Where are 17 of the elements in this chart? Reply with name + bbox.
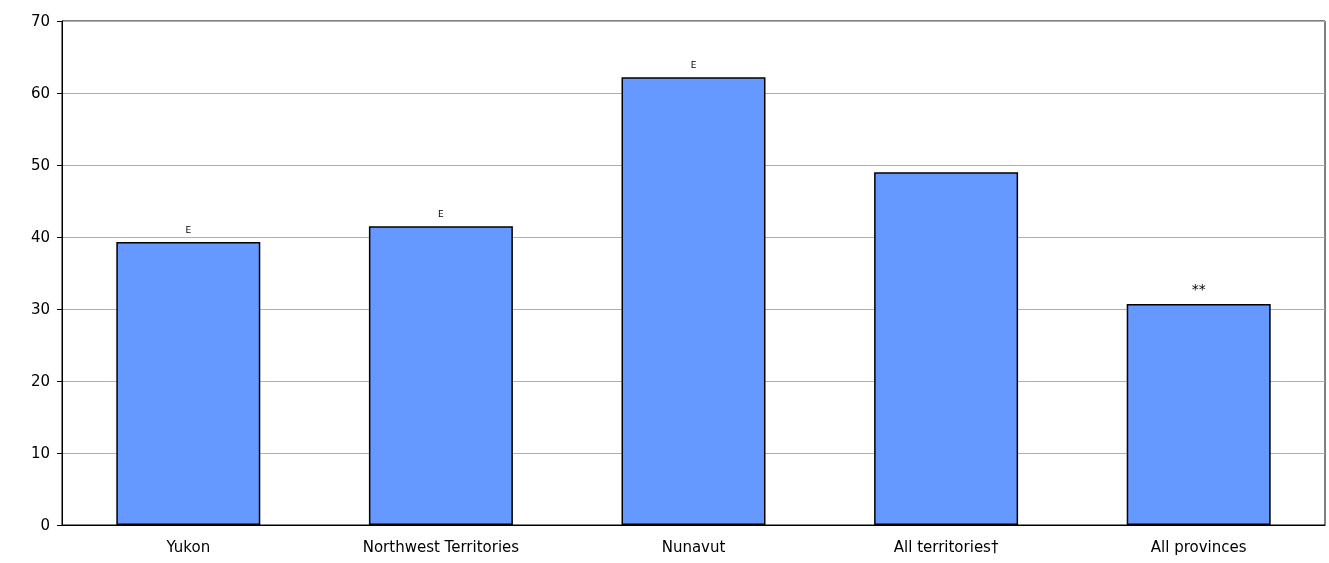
data-label: E xyxy=(690,59,697,70)
x-tick-label: Yukon xyxy=(165,537,211,556)
y-tick-label: 50 xyxy=(30,156,50,174)
x-tick-label: All provinces xyxy=(1150,537,1247,556)
y-tick-label: 20 xyxy=(30,372,50,390)
y-tick-label: 70 xyxy=(30,12,50,30)
y-tick-label: 30 xyxy=(30,300,50,318)
y-tick-label: 10 xyxy=(30,444,50,462)
y-tick-label: 0 xyxy=(40,516,50,534)
y-tick-label: 40 xyxy=(30,228,50,246)
x-tick-label: All territories† xyxy=(893,537,999,556)
data-label: ** xyxy=(1191,280,1206,297)
y-tick-label: 60 xyxy=(30,84,50,102)
x-tick-label: Northwest Territories xyxy=(362,537,520,556)
x-tick-label: Nunavut xyxy=(661,537,726,556)
data-label: E xyxy=(438,208,445,219)
data-label: E xyxy=(185,224,192,235)
